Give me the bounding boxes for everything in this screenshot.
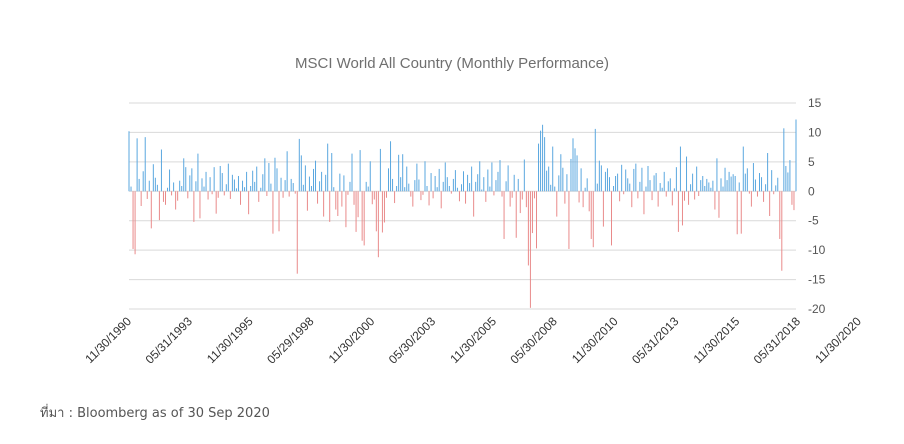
y-tick-label: -10 bbox=[808, 243, 826, 257]
x-tick-label: 05/31/2018 bbox=[751, 314, 804, 367]
x-tick-label: 11/30/2005 bbox=[447, 314, 499, 366]
y-tick-label: -20 bbox=[808, 302, 826, 316]
y-tick-label: 0 bbox=[808, 184, 815, 198]
y-tick-label: 5 bbox=[808, 155, 815, 169]
x-tick-label: 05/30/2003 bbox=[386, 314, 439, 367]
x-tick-label: 11/30/2000 bbox=[326, 314, 378, 366]
bar-series bbox=[128, 119, 797, 308]
y-tick-label: -5 bbox=[808, 214, 819, 228]
x-tick-label: 11/30/2020 bbox=[812, 314, 864, 366]
x-tick-label: 05/31/1993 bbox=[143, 314, 196, 367]
chart-title: MSCI World All Country (Monthly Performa… bbox=[295, 55, 609, 72]
x-tick-label: 05/30/2008 bbox=[507, 314, 560, 367]
y-tick-label: -15 bbox=[808, 273, 826, 287]
x-tick-label: 05/29/1998 bbox=[264, 314, 317, 367]
x-tick-label: 11/30/1995 bbox=[204, 314, 256, 366]
x-tick-label: 05/31/2013 bbox=[629, 314, 682, 367]
y-tick-label: 10 bbox=[808, 125, 822, 139]
y-tick-label: 15 bbox=[808, 96, 822, 110]
y-axis-ticks: 15 10 5 0 -5 -10 -15 -20 bbox=[808, 96, 826, 316]
x-tick-label: 11/30/1990 bbox=[82, 314, 134, 366]
source-note: ที่มา : Bloomberg as of 30 Sep 2020 bbox=[40, 406, 270, 421]
x-axis-ticks: 11/30/1990 05/31/1993 11/30/1995 05/29/1998… bbox=[82, 314, 864, 367]
x-tick-label: 11/30/2015 bbox=[691, 314, 743, 366]
x-tick-label: 11/30/2010 bbox=[569, 314, 621, 366]
grid-lines bbox=[129, 102, 796, 310]
